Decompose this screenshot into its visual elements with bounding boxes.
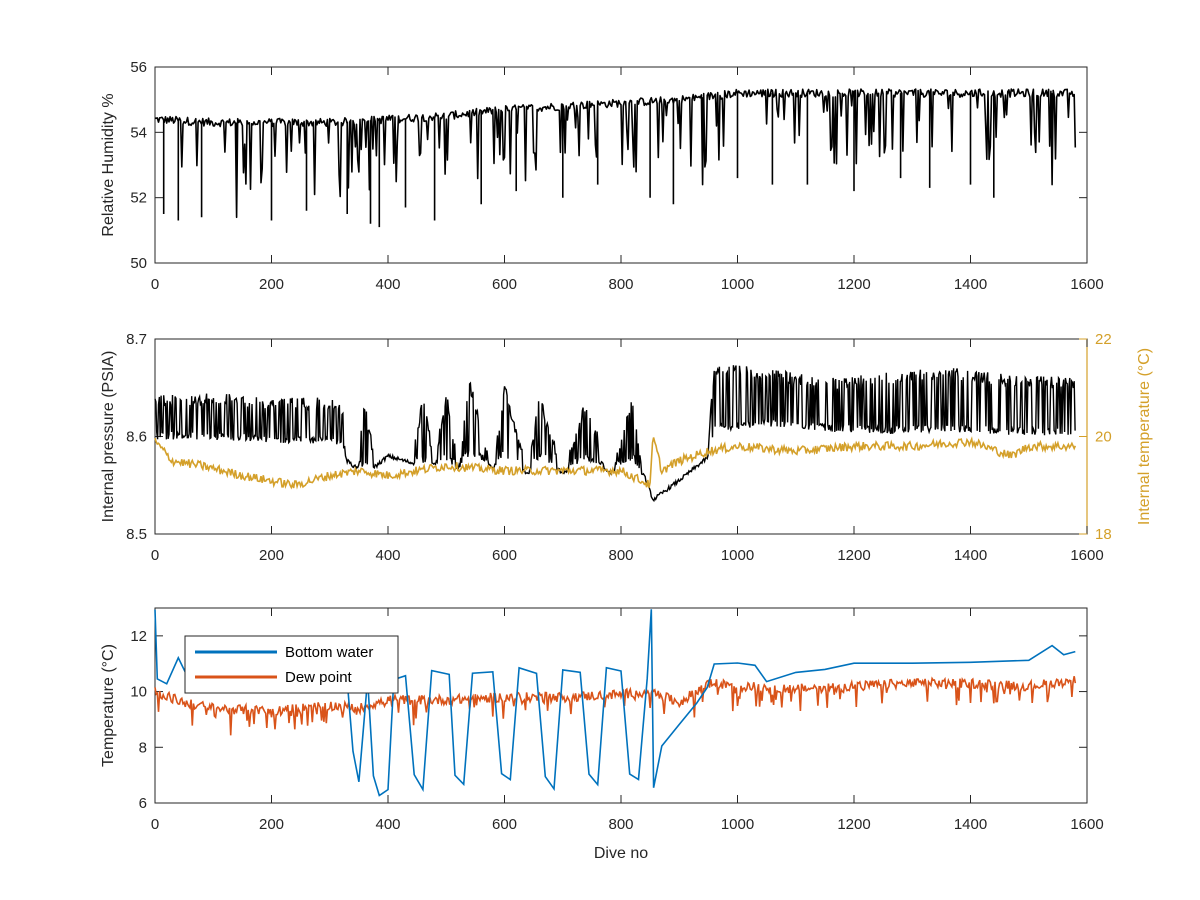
panel-humidity: 0 200 400 600 800 1000 1200 1400 1600 50 52 54 56 Rel… [100, 59, 1104, 293]
x-tick-label: 1200 [837, 276, 870, 293]
x-tick-label: 600 [492, 816, 517, 833]
panels: 0 200 400 600 800 1000 1200 1400 160050525456Rel… [100, 59, 1153, 862]
y-tick-label: 12 [130, 628, 147, 645]
panel-pressure: 0 200 400 600 800 1000 1200 1400 1600 8.5 8.6 8.7 In… [100, 331, 1153, 564]
y-tick-label: 8 [139, 739, 147, 756]
x-tick-label: 600 [492, 547, 517, 564]
humidity-series-line [154, 88, 1077, 228]
y-right-axis-label: Internal temperature (°C) [1136, 348, 1153, 525]
legend-label-bottom-water: Bottom water [285, 644, 373, 661]
y-axis-label: Temperature (°C) [100, 644, 117, 767]
x-tick-label: 1400 [954, 547, 987, 564]
x-tick-label: 400 [375, 547, 400, 564]
x-tick-label: 1200 [837, 547, 870, 564]
x-tick-label: 1400 [954, 276, 987, 293]
internal-temperature-series-line [154, 436, 1077, 490]
x-tick-label: 1600 [1070, 547, 1103, 564]
y-right-tick-label: 18 [1095, 526, 1112, 543]
legend-label-dew-point: Dew point [285, 669, 353, 686]
y-tick-label: 6 [139, 795, 147, 812]
x-tick-label: 1200 [837, 816, 870, 833]
x-tick-label: 1400 [954, 816, 987, 833]
x-tick-label: 200 [259, 276, 284, 293]
y-tick-label: 56 [130, 59, 147, 76]
x-tick-label: 400 [375, 276, 400, 293]
x-tick-label: 1000 [721, 276, 754, 293]
y-tick-label: 8.6 [126, 429, 147, 446]
x-tick-label: 200 [259, 816, 284, 833]
x-tick-label: 800 [608, 276, 633, 293]
y-axis-label: Relative Humidity % [100, 93, 117, 236]
x-tick-label: 0 [151, 816, 159, 833]
y-tick-label: 54 [130, 124, 147, 141]
x-tick-label: 1000 [721, 547, 754, 564]
dew-point-series-line [154, 676, 1077, 736]
x-tick-label: 800 [608, 816, 633, 833]
x-tick-label: 400 [375, 816, 400, 833]
panel-temperature: 0 200 400 600 800 1000 1200 1400 1600 6 8 10 12 Tempe… [100, 607, 1104, 862]
y-right-tick-label: 20 [1095, 429, 1112, 446]
y-axis-label: Internal pressure (PSIA) [100, 351, 117, 523]
legend: Bottom water Dew point [184, 635, 399, 694]
x-tick-label: 1600 [1070, 276, 1103, 293]
x-tick-label: 0 [151, 547, 159, 564]
legend-box [184, 635, 399, 694]
y-tick-label: 8.5 [126, 526, 147, 543]
x-tick-label: 1600 [1070, 816, 1103, 833]
x-axis-label: Dive no [594, 845, 648, 862]
y-tick-label: 50 [130, 255, 147, 272]
y-tick-label: 8.7 [126, 331, 147, 348]
bottom-water-series-line [154, 609, 1076, 797]
y-right-tick-label: 22 [1095, 331, 1112, 348]
y-tick-label: 10 [130, 684, 147, 701]
x-tick-label: 0 [151, 276, 159, 293]
y-tick-label: 52 [130, 190, 147, 207]
x-tick-label: 1000 [721, 816, 754, 833]
x-tick-label: 600 [492, 276, 517, 293]
x-tick-label: 800 [608, 547, 633, 564]
x-tick-label: 200 [259, 547, 284, 564]
pressure-series-line [154, 365, 1076, 503]
